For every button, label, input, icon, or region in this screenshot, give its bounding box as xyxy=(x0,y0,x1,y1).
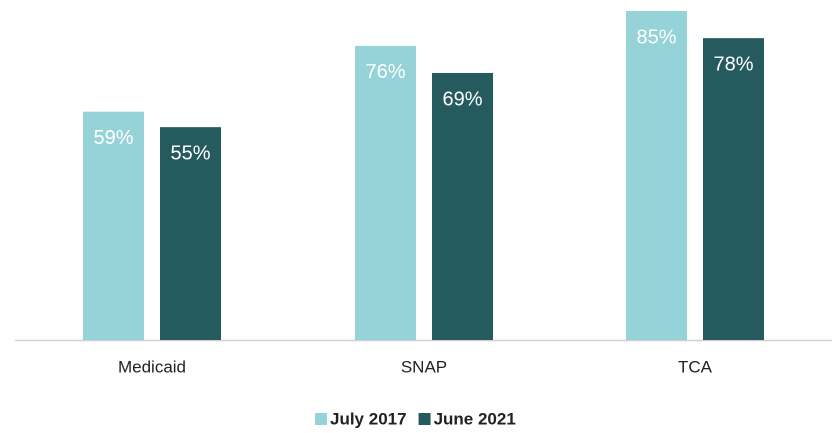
legend-label: July 2017 xyxy=(330,409,407,428)
bar xyxy=(160,127,221,341)
legend-swatch xyxy=(418,413,431,425)
x-tick-label: Medicaid xyxy=(118,357,186,376)
bar xyxy=(432,72,493,340)
bar xyxy=(703,38,764,340)
data-label: 69% xyxy=(442,88,482,110)
legend-label: June 2021 xyxy=(434,409,516,428)
bar xyxy=(83,111,144,340)
data-label: 55% xyxy=(170,142,210,164)
data-label: 78% xyxy=(713,53,753,75)
legend-swatch xyxy=(315,413,327,425)
data-label: 85% xyxy=(636,26,676,48)
data-label: 59% xyxy=(93,127,133,149)
bar xyxy=(626,11,687,341)
bar xyxy=(355,45,416,340)
x-tick-label: SNAP xyxy=(401,357,447,376)
x-tick-label: TCA xyxy=(678,357,713,376)
data-label: 76% xyxy=(365,61,405,83)
